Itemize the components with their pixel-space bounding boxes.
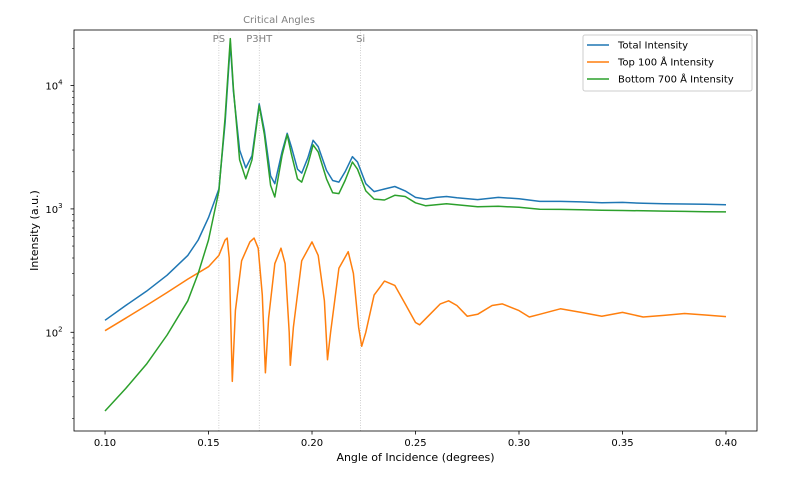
x-tick-label: 0.20 (301, 438, 323, 449)
y-tick-base: 10 (45, 205, 58, 216)
y-tick-exponent: 3 (58, 202, 62, 210)
x-tick-label: 0.40 (715, 438, 737, 449)
x-tick-label: 0.15 (197, 438, 219, 449)
y-tick-label: 104 (45, 79, 63, 93)
x-tick-label: 0.35 (611, 438, 633, 449)
legend: Total Intensity Top 100 Å Intensity Bottom… (582, 34, 753, 92)
y-axis-label: Intensity (a.u.) (28, 190, 41, 271)
critical-angle-markers: Critical Angles PS P3HT Si (213, 15, 365, 431)
legend-label: Bottom 700 Å Intensity (618, 73, 734, 86)
critical-angle-label: PS (213, 34, 225, 45)
y-tick-label: 102 (45, 325, 62, 339)
x-axis-ticks: 0.10 0.15 0.20 0.25 0.30 0.35 0.40 (94, 431, 737, 449)
x-tick-label: 0.25 (404, 438, 426, 449)
critical-angles-title: Critical Angles (243, 15, 315, 26)
x-axis-label: Angle of Incidence (degrees) (336, 451, 494, 464)
y-tick-base: 10 (45, 82, 58, 93)
y-tick-base: 10 (45, 328, 58, 339)
y-tick-exponent: 4 (58, 79, 63, 87)
y-tick-label: 103 (45, 202, 62, 216)
x-tick-label: 0.10 (94, 438, 116, 449)
series-line (104, 37, 727, 412)
legend-box (582, 34, 753, 92)
critical-angle-label: P3HT (246, 34, 273, 45)
legend-label: Total Intensity (617, 41, 688, 52)
series-lines (104, 37, 727, 412)
x-tick-label: 0.30 (508, 438, 530, 449)
critical-angle-label: Si (356, 34, 365, 45)
legend-label: Top 100 Å Intensity (617, 56, 714, 69)
series-line (104, 237, 727, 383)
y-tick-exponent: 2 (58, 325, 62, 333)
